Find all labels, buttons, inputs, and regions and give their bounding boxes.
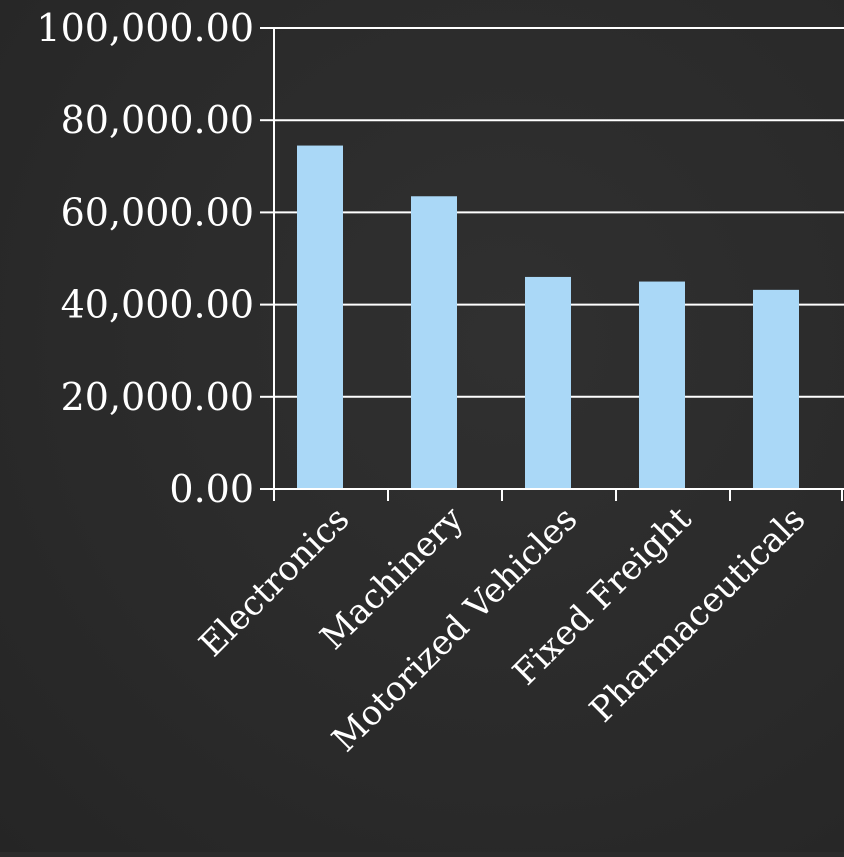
y-tick-label: 40,000.00 <box>61 283 254 327</box>
y-tick-label: 80,000.00 <box>61 98 254 142</box>
bar-electronics <box>297 145 343 489</box>
y-tick-label: 20,000.00 <box>61 375 254 419</box>
y-tick-labels: 0.00 20,000.00 40,000.00 60,000.00 80,000.00… <box>36 6 254 511</box>
x-tick-label: Pharmaceuticals <box>582 499 813 730</box>
bar-fixed-freight <box>639 281 685 489</box>
y-tick-label: 0.00 <box>169 467 254 511</box>
y-tick-label: 60,000.00 <box>61 190 254 234</box>
bar-machinery <box>411 196 457 489</box>
y-tick-label: 100,000.00 <box>36 6 254 50</box>
bar-motorized-vehicles <box>525 276 571 489</box>
bars <box>297 145 799 489</box>
axes <box>260 27 844 501</box>
gridlines <box>274 27 844 398</box>
bar-pharmaceuticals <box>753 289 799 489</box>
